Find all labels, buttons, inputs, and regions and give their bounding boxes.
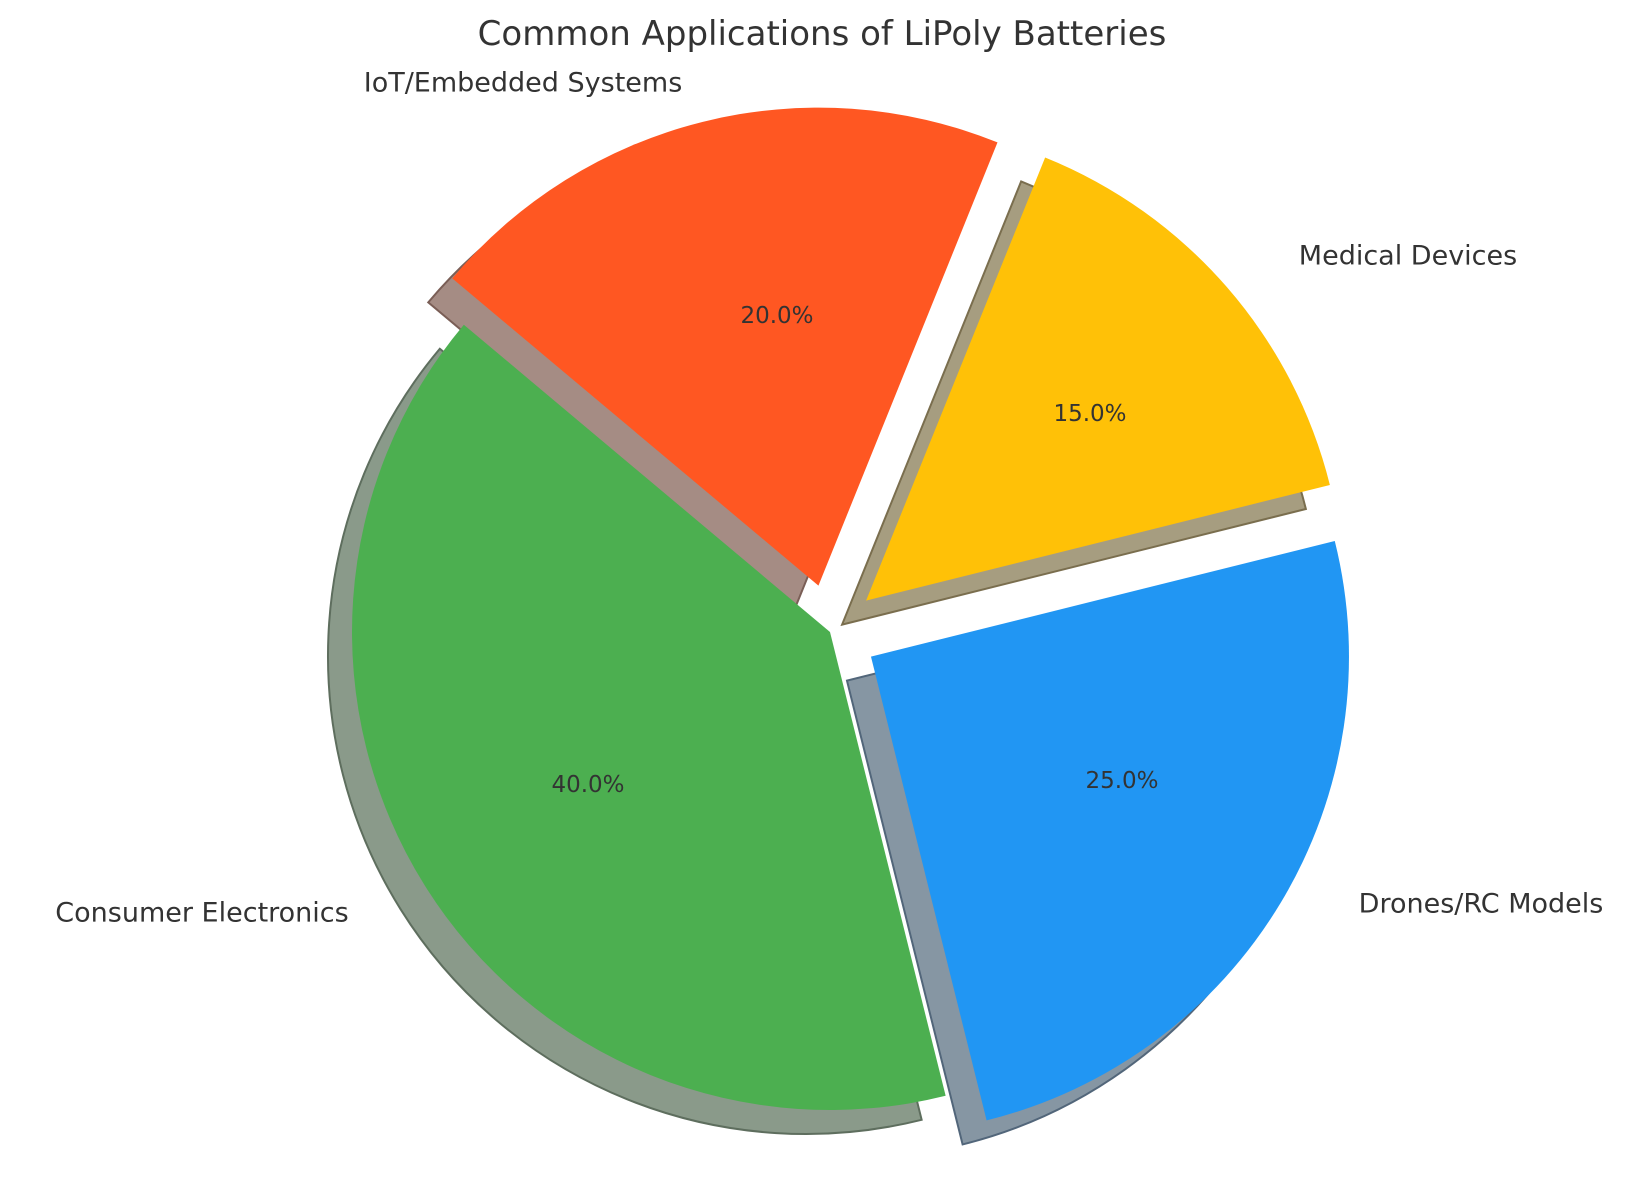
wedge-iot-embedded-systems [452, 107, 998, 586]
slice-label-iot-embedded: IoT/Embedded Systems [363, 67, 683, 99]
slice-pct-iot-embedded: 20.0% [740, 303, 814, 329]
chart-title: Common Applications of LiPoly Batteries [477, 14, 1167, 54]
slice-pct-medical-devices: 15.0% [1053, 401, 1127, 427]
slice-label-consumer-electronics: Consumer Electronics [55, 897, 349, 929]
pie-wedges [351, 107, 1349, 1121]
slice-label-medical-devices: Medical Devices [1298, 240, 1518, 272]
wedge-medical-devices [866, 157, 1330, 601]
slice-label-drones-rc-models: Drones/RC Models [1358, 888, 1604, 920]
wedge-consumer-electronics [351, 324, 946, 1110]
slice-pct-drones-rc-models: 25.0% [1085, 768, 1159, 794]
wedge-drones-rc-models [870, 540, 1349, 1121]
slice-pct-consumer-electronics: 40.0% [551, 772, 625, 798]
